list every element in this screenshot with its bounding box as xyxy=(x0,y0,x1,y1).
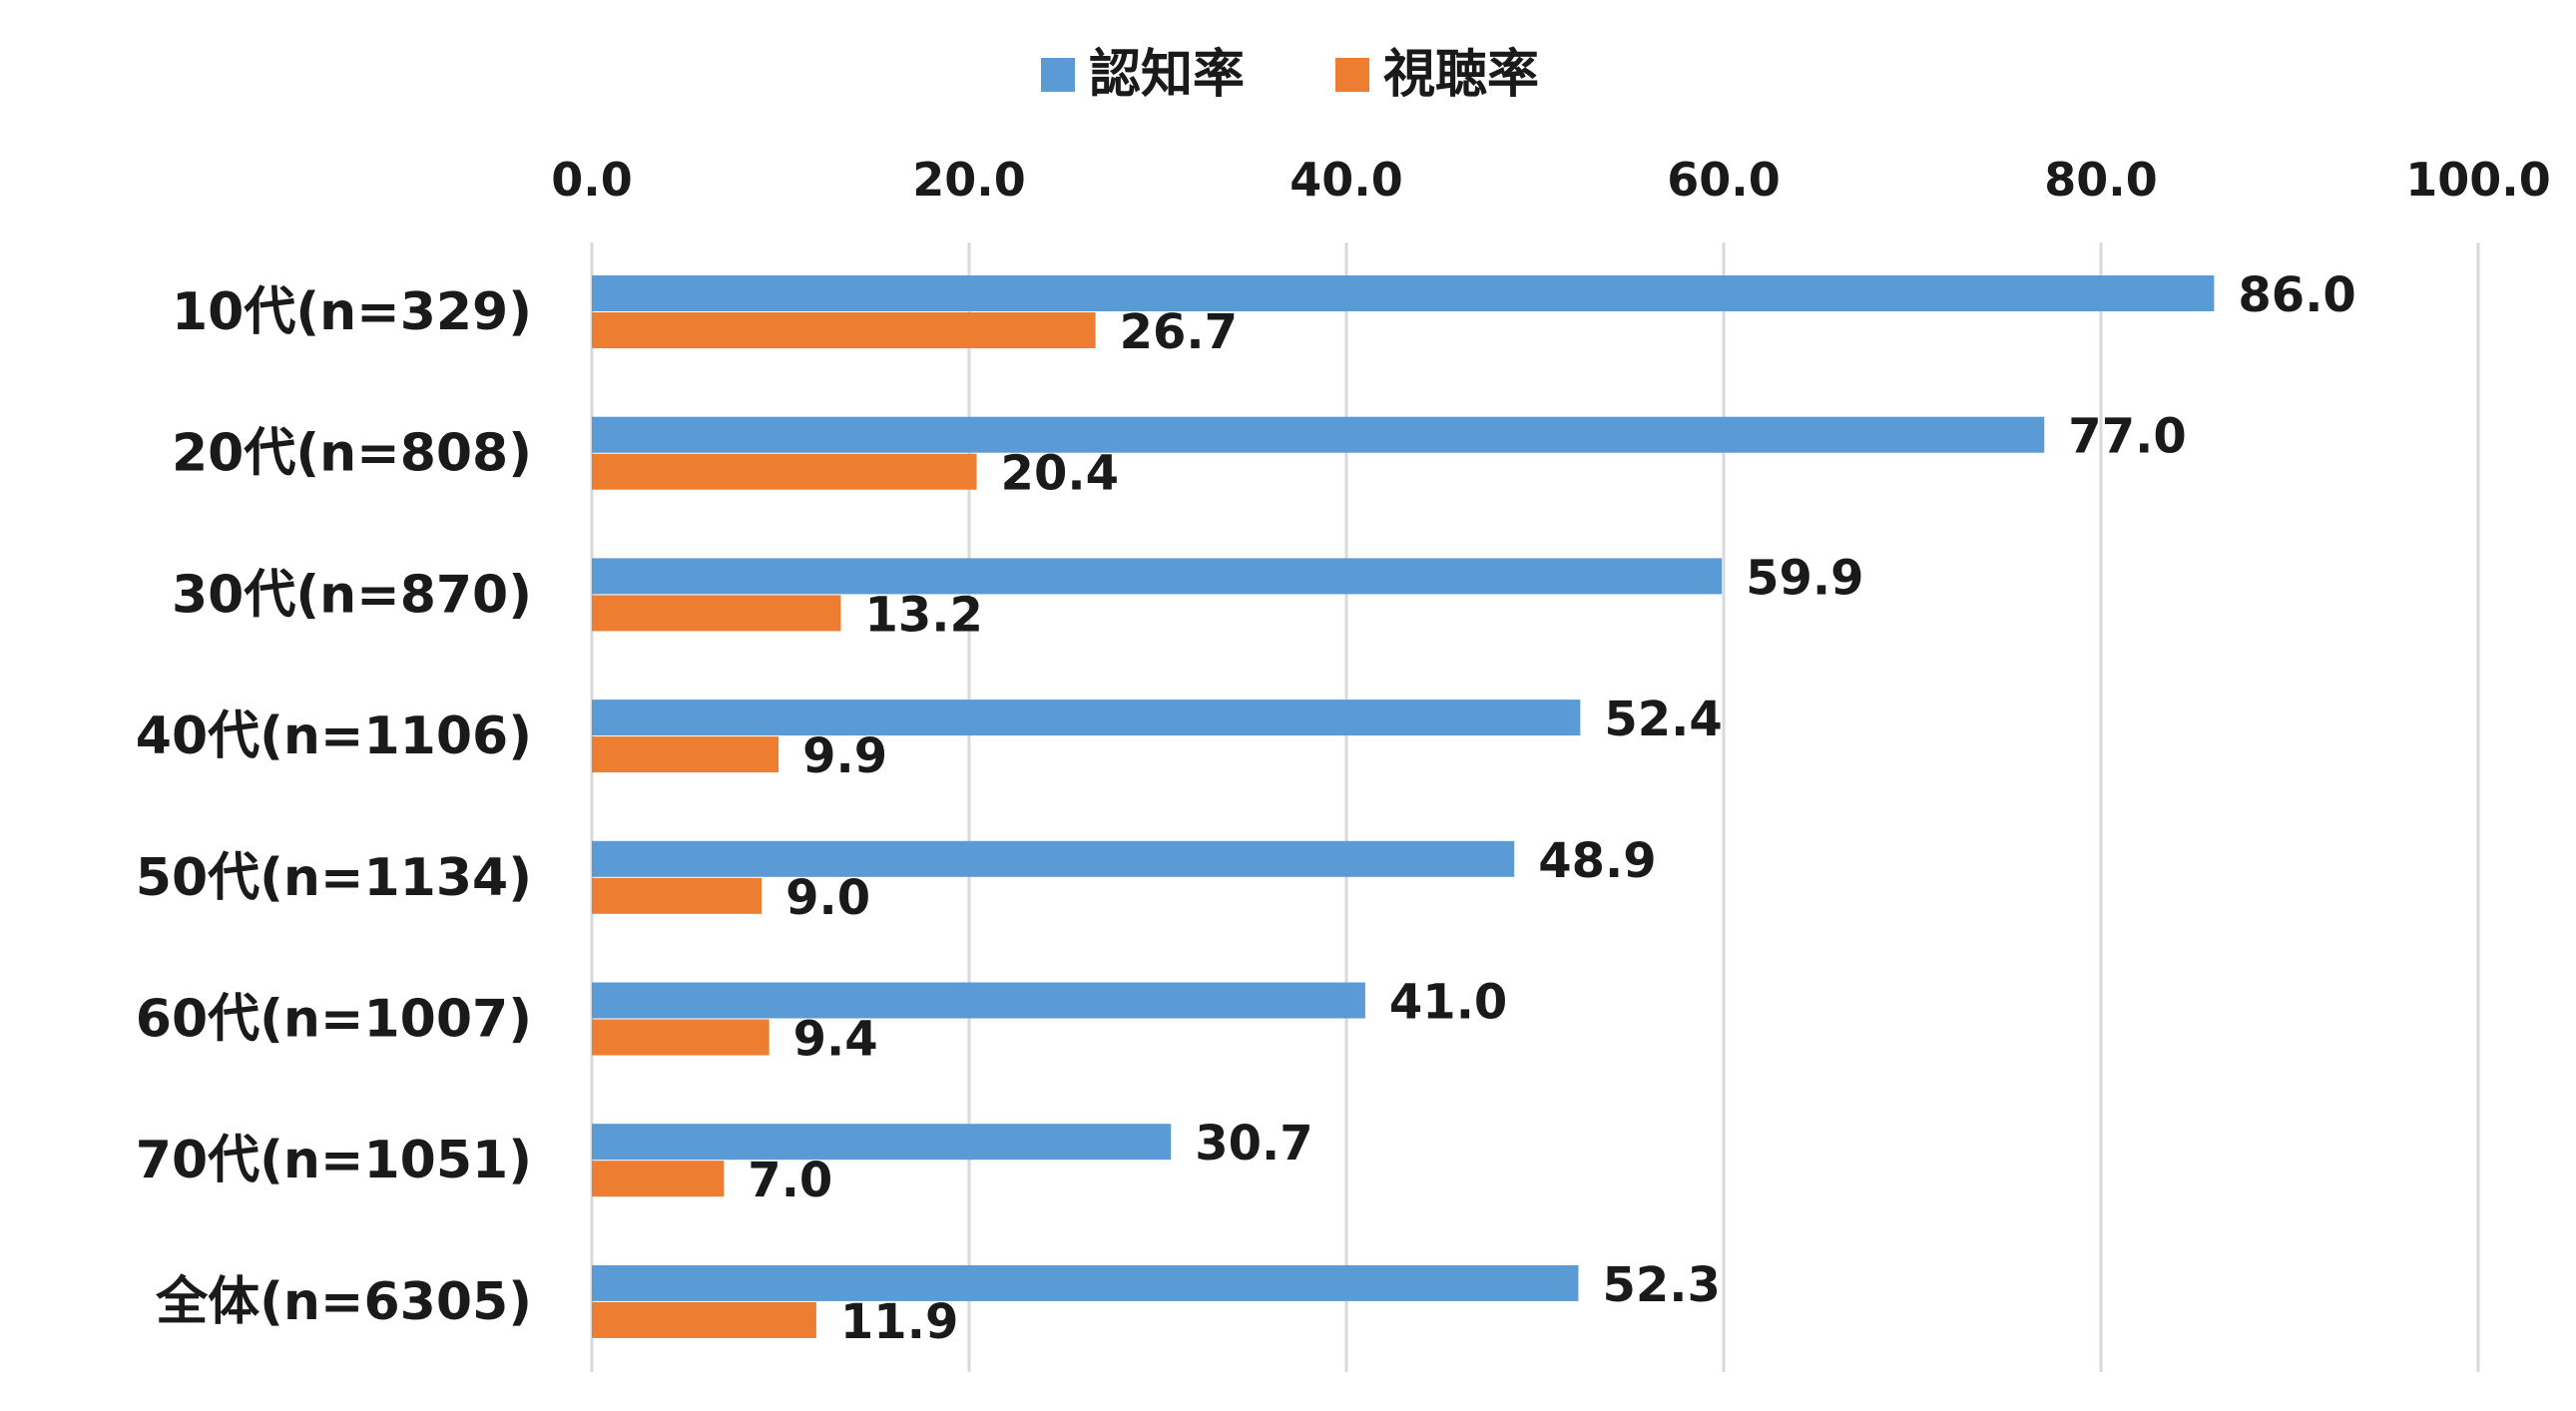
x-tick-label: 100.0 xyxy=(2405,153,2551,207)
bar-series-2 xyxy=(592,595,841,632)
data-label-series-2: 11.9 xyxy=(840,1294,958,1350)
bars xyxy=(592,275,2215,1338)
x-tick-label: 40.0 xyxy=(1289,153,1403,207)
legend-swatch-1 xyxy=(1041,58,1075,92)
data-label-series-1: 59.9 xyxy=(1746,550,1863,606)
category-labels: 10代(n=329) 20代(n=808) 30代(n=870) 40代(n=1106… xyxy=(136,282,532,1332)
x-tick-label: 0.0 xyxy=(551,153,633,207)
data-label-series-1: 52.4 xyxy=(1604,692,1722,747)
data-label-series-1: 77.0 xyxy=(2068,409,2186,465)
legend-label-2: 視聴率 xyxy=(1383,45,1539,105)
data-label-series-1: 52.3 xyxy=(1602,1257,1720,1313)
bar-series-1 xyxy=(592,558,1723,595)
bar-series-2 xyxy=(592,1161,725,1197)
bar-series-1 xyxy=(592,1124,1172,1161)
bar-series-1 xyxy=(592,840,1515,877)
legend-label-1: 認知率 xyxy=(1089,45,1245,105)
data-label-series-1: 30.7 xyxy=(1195,1116,1312,1172)
data-labels: 86.0 26.7 77.0 20.4 59.9 13.2 52.4 9.9 48.9 9.0 41… xyxy=(748,267,2356,1350)
bar-series-1 xyxy=(592,275,2215,311)
data-label-series-2: 9.0 xyxy=(785,870,870,926)
category-label: 10代(n=329) xyxy=(172,282,532,342)
data-label-series-2: 7.0 xyxy=(748,1153,832,1208)
category-label: 40代(n=1106) xyxy=(136,706,532,766)
gridlines xyxy=(590,242,2480,1372)
data-label-series-1: 41.0 xyxy=(1389,975,1507,1031)
data-label-series-2: 13.2 xyxy=(864,587,982,643)
bar-series-2 xyxy=(592,1019,770,1056)
data-label-series-1: 48.9 xyxy=(1538,833,1656,889)
x-axis-ticks: 0.0 20.0 40.0 60.0 80.0 100.0 xyxy=(551,153,2551,207)
data-label-series-2: 9.4 xyxy=(793,1012,878,1068)
data-label-series-1: 86.0 xyxy=(2238,267,2355,323)
bar-series-2 xyxy=(592,736,779,773)
bar-series-2 xyxy=(592,877,763,914)
data-label-series-2: 20.4 xyxy=(1001,446,1119,502)
legend-swatch-2 xyxy=(1335,58,1369,92)
bar-series-2 xyxy=(592,1301,816,1338)
category-label: 30代(n=870) xyxy=(172,565,532,625)
bar-series-1 xyxy=(592,1264,1579,1301)
legend: 認知率 視聴率 xyxy=(1041,45,1539,105)
x-tick-label: 60.0 xyxy=(1667,153,1781,207)
data-label-series-2: 26.7 xyxy=(1120,304,1238,360)
category-label: 50代(n=1134) xyxy=(136,848,532,908)
x-tick-label: 20.0 xyxy=(912,153,1026,207)
x-tick-label: 80.0 xyxy=(2044,153,2158,207)
bar-series-2 xyxy=(592,453,977,490)
bar-series-1 xyxy=(592,700,1581,736)
category-label: 全体(n=6305) xyxy=(155,1272,532,1332)
bar-series-1 xyxy=(592,416,2045,453)
bar-series-2 xyxy=(592,312,1096,348)
category-label: 20代(n=808) xyxy=(172,424,532,484)
bar-series-1 xyxy=(592,982,1365,1019)
category-label: 60代(n=1007) xyxy=(136,990,532,1050)
category-label: 70代(n=1051) xyxy=(136,1131,532,1190)
data-label-series-2: 9.9 xyxy=(802,728,887,784)
